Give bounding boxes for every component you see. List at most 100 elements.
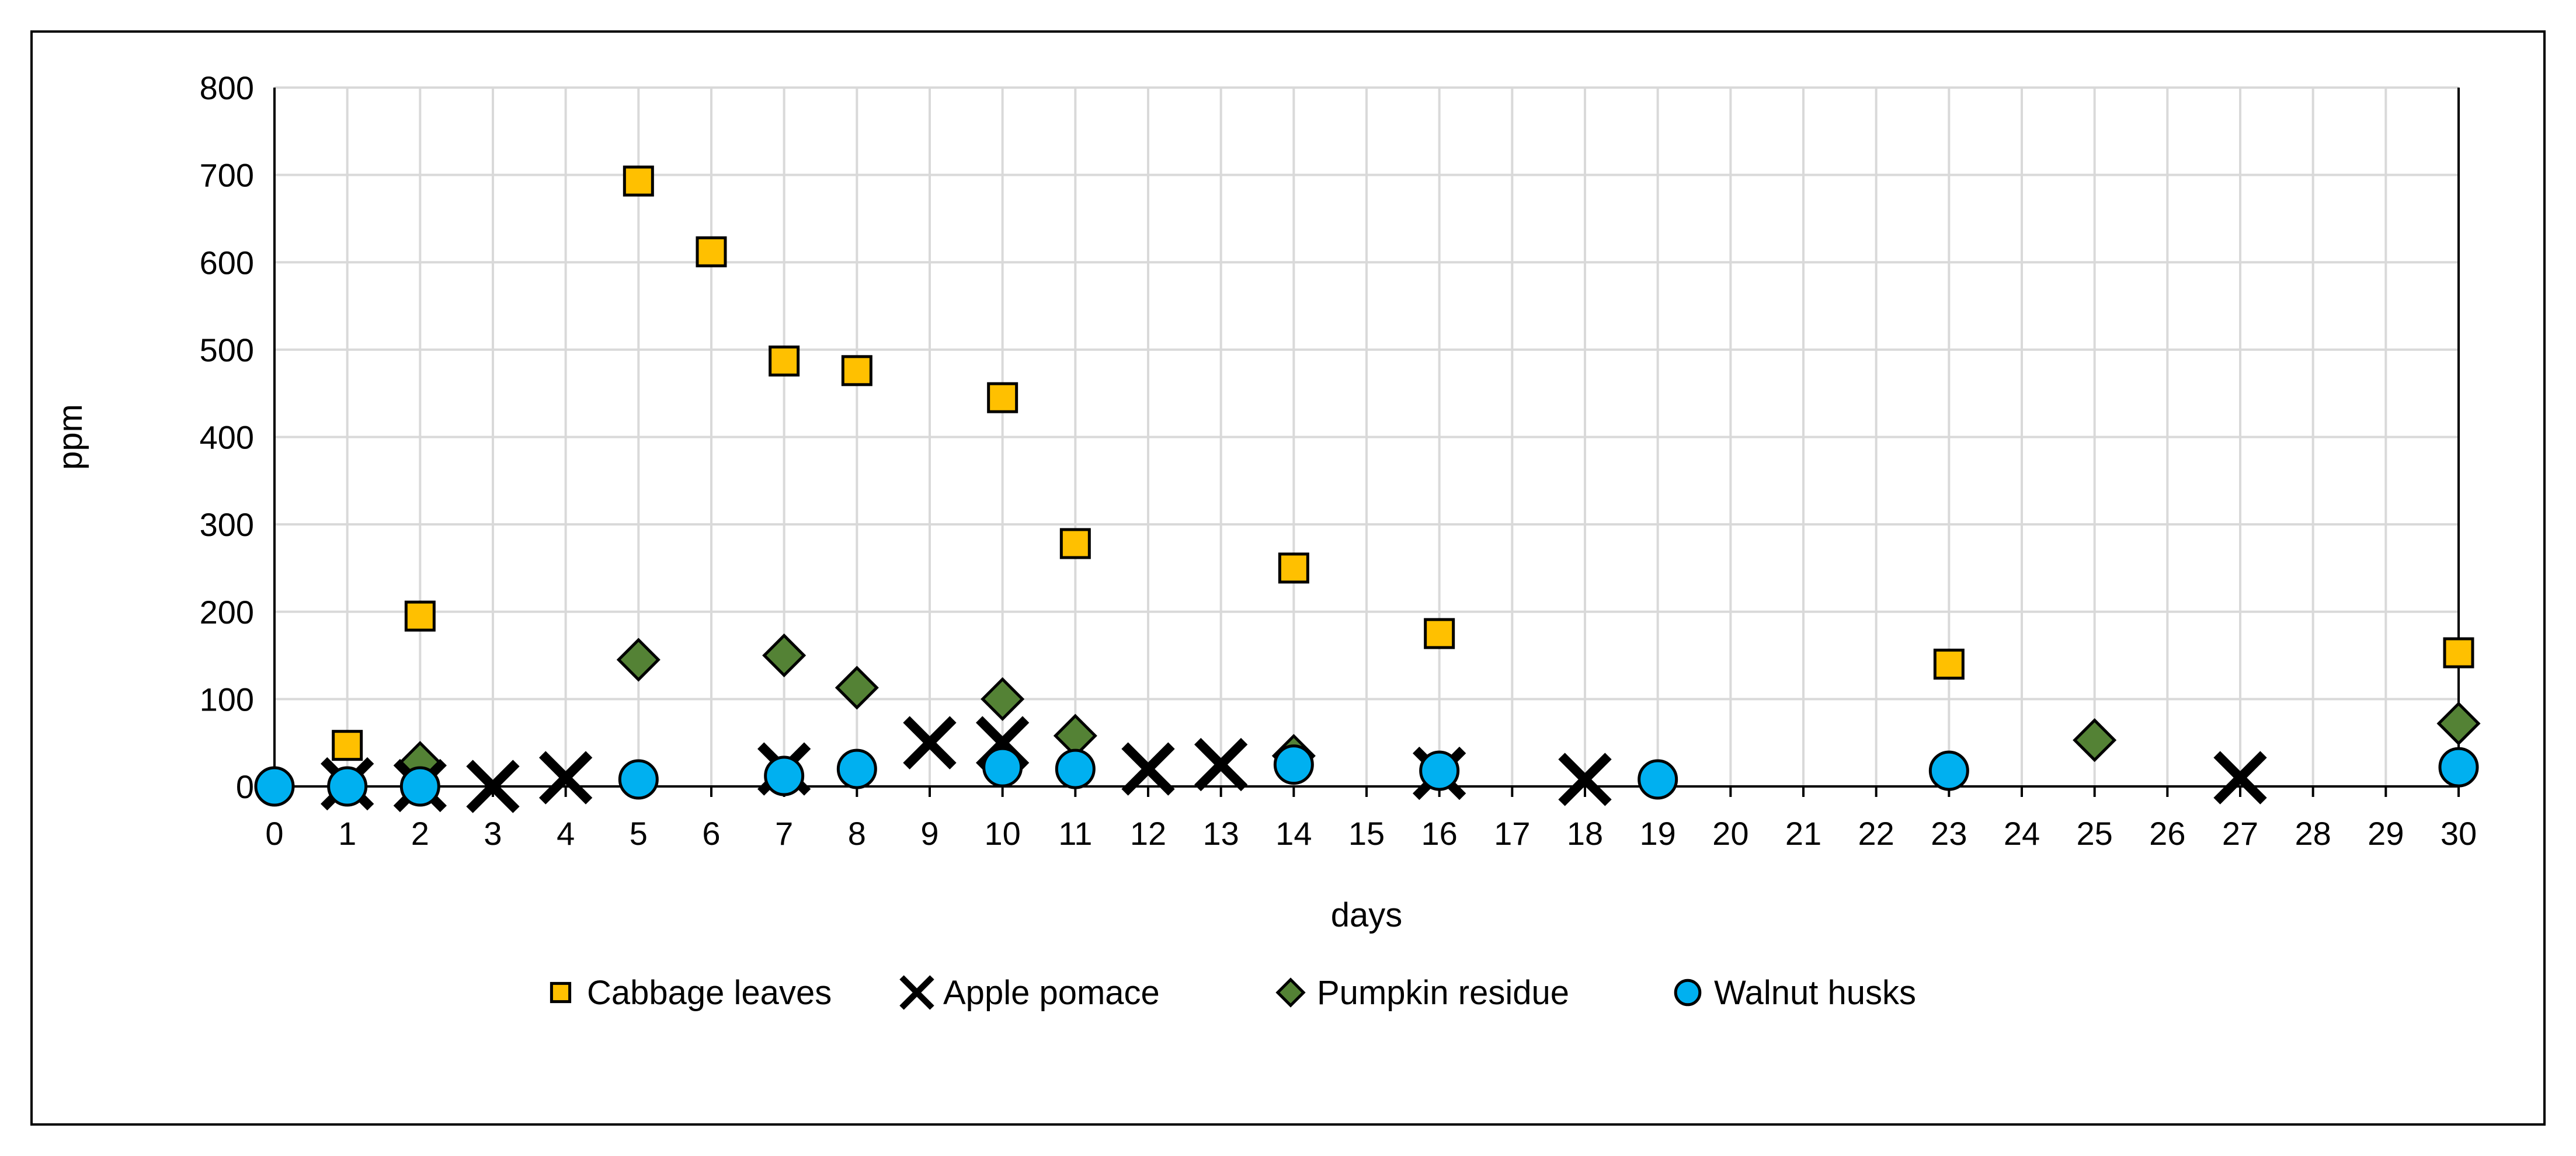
x-tick-label: 20 (1712, 815, 1748, 852)
data-point (254, 766, 295, 807)
data-point (762, 633, 806, 678)
data-point (539, 751, 593, 805)
data-point (327, 766, 368, 807)
legend-label: Pumpkin residue (1317, 974, 1569, 1012)
data-point (623, 165, 654, 197)
data-point (2443, 637, 2474, 668)
data-points (254, 165, 2481, 813)
x-tick-label: 3 (484, 815, 502, 852)
x-tick-label: 8 (848, 815, 866, 852)
data-point (982, 747, 1023, 788)
x-tick-label: 14 (1275, 815, 1312, 852)
gridlines (274, 86, 2459, 786)
data-point (2438, 747, 2479, 788)
y-tick-label: 300 (200, 506, 254, 543)
x-tick-label: 26 (2149, 815, 2185, 852)
data-point (466, 760, 520, 813)
legend-marker-x (899, 975, 934, 1010)
data-point (618, 759, 659, 800)
series-walnut-husks (254, 744, 2479, 807)
legend-label: Cabbage leaves (587, 974, 832, 1012)
x-tick-label: 25 (2077, 815, 2113, 852)
x-tick-label: 29 (2368, 815, 2404, 852)
x-tick-label: 4 (557, 815, 575, 852)
x-tick-label: 9 (920, 815, 938, 852)
data-point (1059, 528, 1091, 559)
y-tick-label: 600 (200, 244, 254, 281)
x-tick-label: 19 (1640, 815, 1676, 852)
x-tick-labels: 0 1 2 3 4 5 6 7 8 9 10 11 12 13 14 15 16 17 18 19 20 21 22 23 24… (265, 815, 2477, 852)
data-point (1055, 748, 1096, 789)
legend-marker-square (550, 981, 572, 1004)
data-point (835, 666, 879, 710)
data-point (1558, 753, 1612, 806)
data-point (1933, 649, 1965, 680)
y-tick-label: 200 (200, 594, 254, 631)
x-tick-label: 27 (2222, 815, 2258, 852)
x-tick-label: 5 (630, 815, 648, 852)
data-point (399, 766, 440, 807)
x-tick-label: 13 (1203, 815, 1239, 852)
y-tick-label: 700 (200, 157, 254, 194)
legend-marker-circle (1674, 979, 1702, 1007)
data-point (1278, 552, 1309, 584)
legend-label: Apple pomace (943, 974, 1160, 1012)
data-point (764, 755, 805, 796)
y-tick-label: 0 (236, 768, 254, 805)
data-point (1194, 737, 1248, 792)
data-point (841, 355, 872, 387)
y-tick-label: 400 (200, 419, 254, 456)
data-point (836, 748, 877, 789)
data-point (2073, 718, 2117, 762)
x-tick-label: 28 (2295, 815, 2331, 852)
x-tick-label: 16 (1421, 815, 1458, 852)
y-tick-label: 500 (200, 332, 254, 368)
x-tick-label: 6 (702, 815, 720, 852)
data-point (769, 345, 800, 377)
data-point (981, 677, 1025, 721)
y-tick-label: 100 (200, 681, 254, 718)
data-point (696, 236, 727, 267)
x-axis-title: days (1331, 896, 1403, 934)
x-tick-label: 10 (985, 815, 1021, 852)
legend-item: Cabbage leaves (550, 974, 832, 1012)
legend-item: Pumpkin residue (1275, 974, 1569, 1012)
x-tick-label: 11 (1058, 815, 1092, 852)
data-point (1928, 750, 1969, 791)
x-tick-label: 22 (1858, 815, 1894, 852)
y-tick-label: 800 (200, 69, 254, 106)
legend-item: Apple pomace (899, 974, 1160, 1012)
legend-label: Walnut husks (1714, 974, 1916, 1012)
legend: Cabbage leaves Apple pomace Pumpkin residu… (550, 974, 1916, 1012)
data-point (332, 730, 363, 761)
x-tick-label: 17 (1494, 815, 1530, 852)
y-axis-title: ppm (51, 404, 89, 470)
x-tick-label: 18 (1567, 815, 1603, 852)
data-point (2213, 751, 2267, 805)
x-tick-label: 15 (1348, 815, 1385, 852)
data-point (903, 716, 957, 769)
data-point (987, 382, 1018, 413)
x-tick-label: 30 (2441, 815, 2477, 852)
data-point (1638, 759, 1678, 800)
data-point (2436, 701, 2481, 746)
legend-item: Walnut husks (1674, 974, 1916, 1012)
y-tick-labels: 0 100 200 300 400 500 600 700 800 (200, 69, 254, 805)
x-tick-label: 24 (2004, 815, 2040, 852)
x-tick-label: 23 (1931, 815, 1967, 852)
x-tick-label: 7 (775, 815, 793, 852)
x-tick-label: 2 (411, 815, 429, 852)
data-point (616, 638, 660, 682)
data-point (404, 600, 436, 632)
legend-marker-diamond (1275, 977, 1306, 1008)
x-tick-label: 0 (265, 815, 283, 852)
data-point (1419, 750, 1460, 791)
x-tick-label: 1 (338, 815, 356, 852)
x-tick-label: 12 (1130, 815, 1166, 852)
series-cabbage-leaves (332, 165, 2474, 761)
x-tick-label: 21 (1785, 815, 1821, 852)
data-point (1424, 618, 1455, 649)
data-point (1121, 742, 1175, 796)
data-point (1273, 744, 1314, 785)
